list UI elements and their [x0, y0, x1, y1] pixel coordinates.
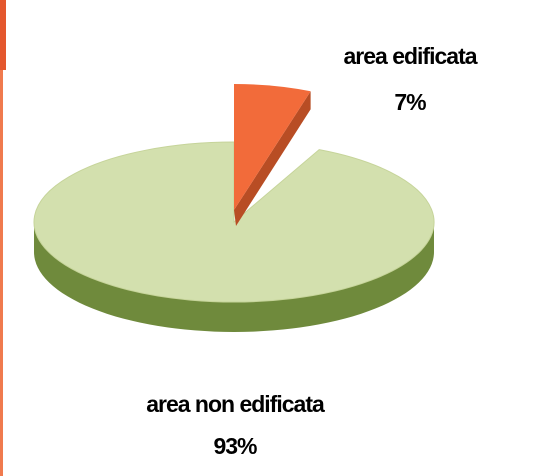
value-area-non-edificata: 93% — [213, 433, 257, 459]
pie-slice-area-edificata-side — [234, 91, 311, 226]
pie-slice-area-non-edificata-side — [34, 222, 434, 332]
label-area-edificata: area edificata — [343, 43, 477, 69]
left-border-line — [0, 0, 3, 476]
value-area-edificata: 7% — [394, 89, 426, 115]
left-border-accent — [0, 0, 6, 70]
label-area-non-edificata: area non edificata — [146, 391, 325, 417]
pie-slice-area-edificata — [234, 84, 311, 210]
pie-slice-area-non-edificata — [33, 141, 435, 303]
